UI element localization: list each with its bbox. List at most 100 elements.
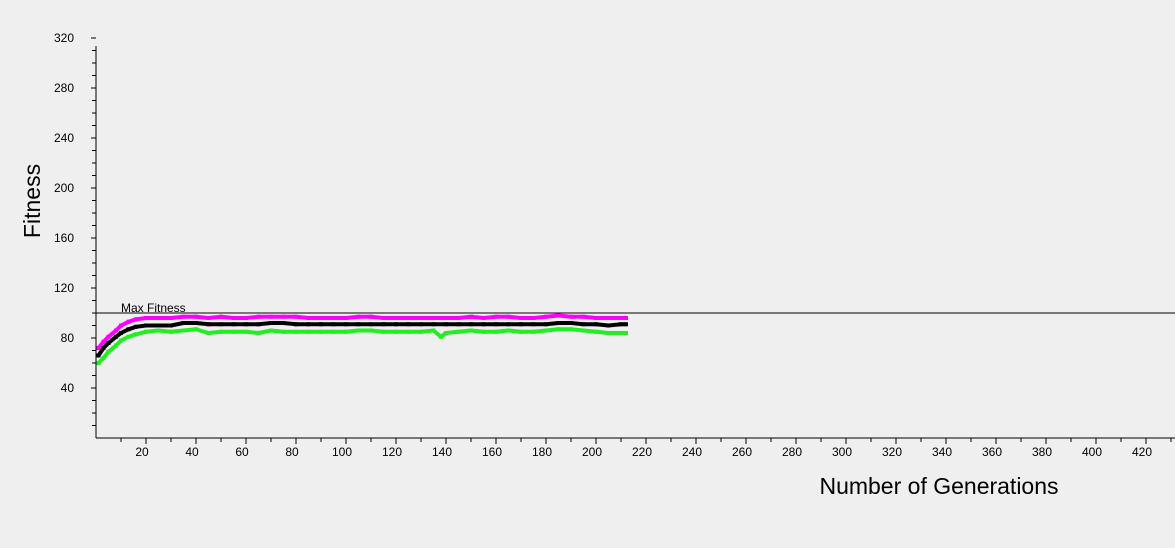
data-point: [206, 322, 211, 327]
data-point: [96, 361, 101, 365]
data-point: [531, 316, 536, 320]
data-point: [206, 316, 211, 320]
data-point: [619, 322, 623, 327]
data-point: [519, 329, 523, 334]
data-point: [624, 316, 628, 320]
data-point: [469, 322, 473, 327]
data-point: [569, 321, 573, 325]
data-point: [156, 316, 161, 320]
data-point: [156, 328, 161, 333]
data-point: [431, 316, 436, 320]
y-tick-label: 40: [61, 381, 75, 395]
data-point: [126, 327, 131, 332]
data-point: [144, 329, 148, 334]
y-tick-label: 240: [54, 131, 74, 145]
data-point: [369, 314, 373, 319]
data-point: [101, 346, 106, 350]
data-point: [419, 322, 423, 327]
data-point: [494, 322, 498, 327]
data-point: [281, 329, 286, 334]
data-point: [419, 329, 423, 334]
x-tick-label: 320: [882, 445, 902, 459]
data-point: [456, 316, 461, 320]
data-point: [294, 314, 298, 319]
data-point: [606, 316, 611, 320]
axes: [95, 46, 1175, 439]
data-point: [581, 328, 586, 333]
data-point: [569, 314, 573, 319]
data-point: [519, 322, 523, 327]
y-tick-label: 120: [54, 281, 74, 295]
data-point: [119, 338, 123, 343]
data-point: [581, 314, 586, 319]
data-point: [406, 322, 411, 327]
data-point: [569, 327, 573, 332]
data-point: [406, 316, 411, 320]
data-point: [369, 328, 373, 333]
data-point: [194, 327, 198, 332]
data-point: [294, 329, 298, 334]
data-point: [394, 329, 398, 334]
data-point: [506, 322, 511, 327]
data-point: [406, 329, 411, 334]
data-point: [306, 322, 311, 327]
x-tick-label: 200: [582, 445, 602, 459]
data-point: [231, 322, 236, 327]
data-point: [256, 331, 261, 335]
data-point: [306, 316, 311, 320]
data-point: [106, 334, 111, 339]
reference-line-group: Max Fitness: [96, 301, 1175, 315]
data-point: [319, 316, 323, 320]
data-point: [256, 314, 261, 319]
data-point: [126, 319, 131, 324]
x-tick-label: 400: [1082, 445, 1102, 459]
x-tick-label: 240: [682, 445, 702, 459]
data-point: [381, 316, 386, 320]
x-tick-label: 160: [482, 445, 502, 459]
y-tick-label: 160: [54, 231, 74, 245]
data-point: [531, 322, 536, 327]
x-tick-label: 360: [982, 445, 1002, 459]
data-point: [269, 328, 273, 333]
data-point: [219, 329, 223, 334]
data-point: [481, 316, 486, 320]
data-point: [119, 331, 123, 335]
data-point: [194, 314, 198, 319]
data-point: [356, 314, 361, 319]
data-point: [344, 329, 348, 334]
data-point: [281, 321, 286, 325]
data-point: [96, 346, 101, 350]
data-point: [456, 329, 461, 334]
max-fitness-label: Max Fitness: [121, 301, 186, 315]
data-point: [544, 314, 548, 319]
data-point: [319, 329, 323, 334]
data-point: [169, 316, 173, 320]
data-point: [606, 323, 611, 328]
data-point: [381, 322, 386, 327]
data-point: [594, 316, 598, 320]
data-point: [469, 314, 473, 319]
x-tick-label: 120: [382, 445, 402, 459]
x-tick-label: 340: [932, 445, 952, 459]
data-point: [181, 314, 186, 319]
data-point: [219, 314, 223, 319]
data-point: [431, 322, 436, 327]
y-tick-label: 320: [54, 31, 74, 45]
x-tick-label: 300: [832, 445, 852, 459]
data-point: [156, 323, 161, 328]
data-point: [556, 313, 561, 318]
data-point: [481, 322, 486, 327]
data-point: [114, 334, 118, 339]
y-axis-title: Fitness: [19, 164, 45, 238]
data-point: [381, 329, 386, 334]
data-point: [231, 316, 236, 320]
x-tick-label: 420: [1132, 445, 1152, 459]
data-point: [469, 328, 473, 333]
data-point: [419, 316, 423, 320]
data-point: [181, 328, 186, 333]
data-point: [439, 334, 443, 339]
data-point: [306, 329, 311, 334]
worst-fitness-series: [96, 327, 628, 365]
series-group: [96, 313, 628, 365]
